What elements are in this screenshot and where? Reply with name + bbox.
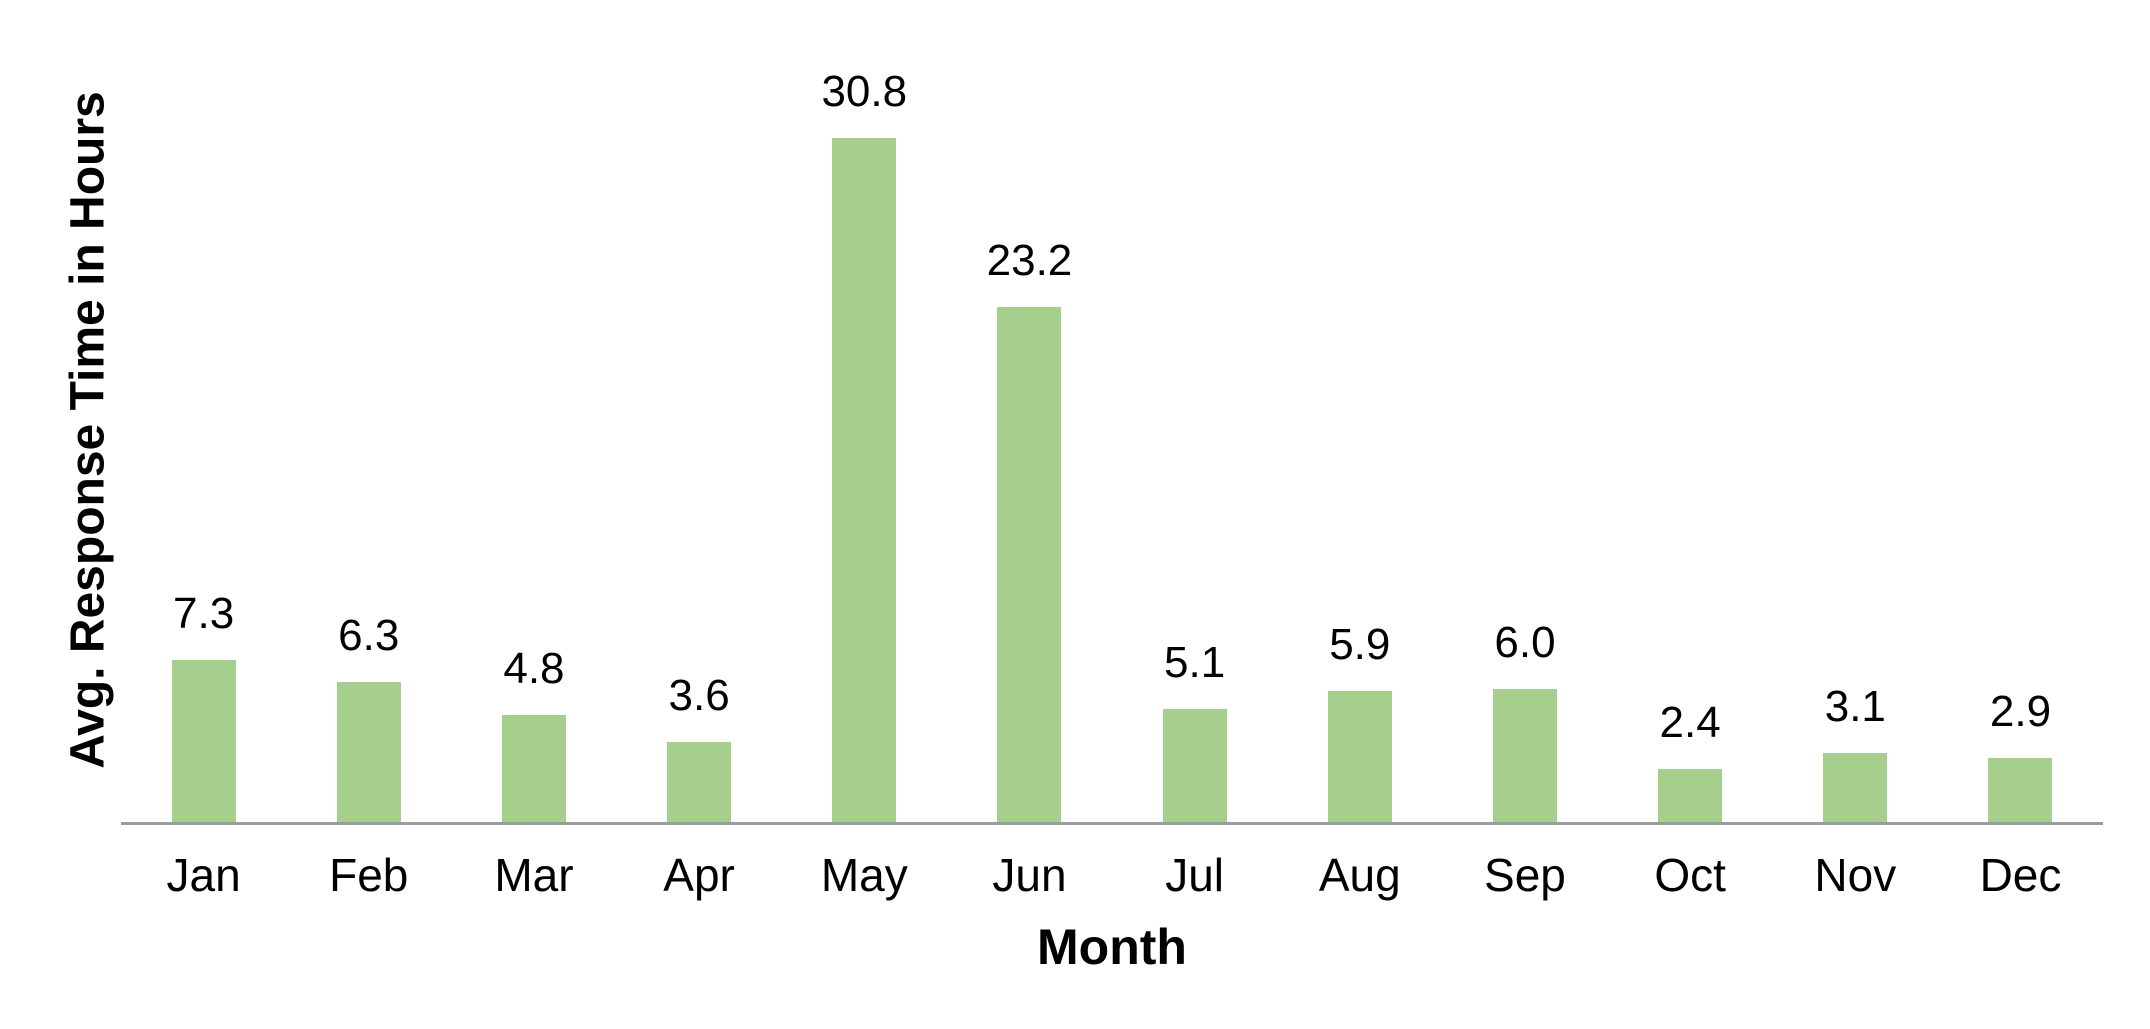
bar-group: 7.3 xyxy=(121,0,286,822)
bar-group: 5.1 xyxy=(1112,0,1277,822)
bar-value-label: 4.8 xyxy=(503,644,565,694)
bar-group: 6.0 xyxy=(1442,0,1607,822)
x-axis-tick-label: Oct xyxy=(1654,849,1726,901)
x-axis-labels: Jan Feb Mar Apr May Jun Jul Aug Sep Oct Nov Dec xyxy=(121,852,2103,898)
bar-value-label: 6.3 xyxy=(338,611,400,661)
bar-value-label: 23.2 xyxy=(986,235,1073,285)
x-axis-tick-label: May xyxy=(820,849,908,901)
x-axis-tick-label: Nov xyxy=(1814,849,1897,901)
bar-group: 3.1 xyxy=(1773,0,1938,822)
x-axis-tick-label: Jan xyxy=(166,849,241,901)
bar xyxy=(1988,757,2053,822)
bar-value-label: 2.9 xyxy=(1989,686,2052,736)
bar-group: 30.8 xyxy=(782,0,947,822)
bar-value-label: 3.1 xyxy=(1824,682,1886,732)
bar xyxy=(997,306,1062,822)
bar xyxy=(1823,753,1888,822)
bar-value-label: 5.1 xyxy=(1164,637,1226,687)
bar-value-label: 2.4 xyxy=(1659,697,1721,747)
bar xyxy=(1327,690,1392,822)
bar-value-label: 6.0 xyxy=(1494,617,1556,667)
bar xyxy=(1658,768,1723,822)
x-axis-tick-label: Sep xyxy=(1484,849,1566,901)
x-axis-tick-label: Dec xyxy=(1979,849,2062,901)
bar-value-label: 5.9 xyxy=(1329,619,1391,669)
y-axis-title: Avg. Response Time in Hours xyxy=(61,91,115,769)
bar-group: 3.6 xyxy=(617,0,782,822)
bar-group: 4.8 xyxy=(451,0,616,822)
x-axis-tick-label: Feb xyxy=(329,849,409,901)
bar xyxy=(1492,688,1557,822)
bar xyxy=(667,742,732,822)
bars-container: 7.3 6.3 4.8 3.6 30.8 23.2 5.1 5.9 6.0 2.4 3.1 2.9 xyxy=(121,0,2103,822)
x-axis-tick-label: Jun xyxy=(992,849,1067,901)
bar-group: 2.9 xyxy=(1938,0,2103,822)
bar xyxy=(336,682,401,822)
plot-area: 7.3 6.3 4.8 3.6 30.8 23.2 5.1 5.9 6.0 2.4 3.1 2.9 xyxy=(121,0,2103,825)
bar-value-label: 7.3 xyxy=(173,588,235,638)
x-axis-tick-label: Aug xyxy=(1318,849,1401,901)
bar-value-label: 3.6 xyxy=(668,671,730,721)
x-axis-tick-label: Apr xyxy=(663,849,735,901)
bar-group: 23.2 xyxy=(947,0,1112,822)
bar-value-label: 30.8 xyxy=(821,66,908,116)
bar xyxy=(171,659,236,822)
bar-group: 2.4 xyxy=(1608,0,1773,822)
bar xyxy=(501,715,566,822)
x-axis-tick-label: Jul xyxy=(1165,849,1225,901)
x-axis-title: Month xyxy=(1037,919,1187,975)
bar-group: 5.9 xyxy=(1277,0,1442,822)
bar xyxy=(1162,708,1227,822)
x-axis-tick-label: Mar xyxy=(494,849,574,901)
bar-group: 6.3 xyxy=(286,0,451,822)
bar xyxy=(832,137,897,822)
